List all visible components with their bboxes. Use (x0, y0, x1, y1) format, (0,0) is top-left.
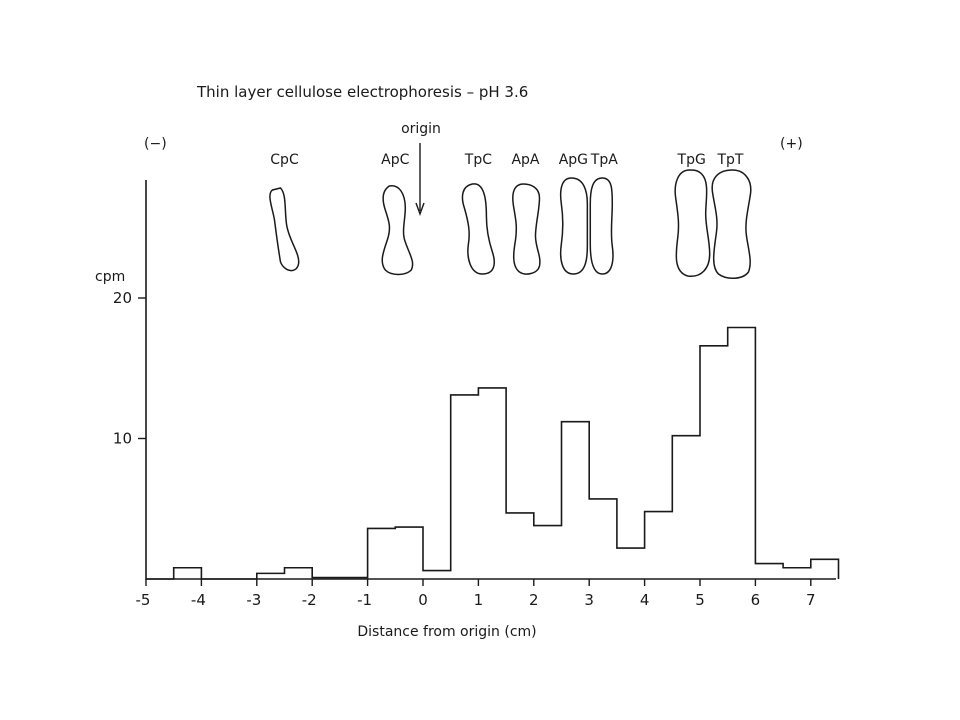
spot-tpa (589, 177, 614, 275)
x-tick-label: 3 (584, 591, 594, 609)
histogram-bin (755, 564, 783, 579)
x-tick-label: 4 (640, 591, 650, 609)
histogram-outline (146, 326, 840, 580)
spot-label-apa: ApA (511, 152, 539, 168)
x-tick-label: -2 (302, 591, 317, 609)
spot-label-cpc: CpC (270, 152, 299, 168)
histogram-bin (562, 422, 590, 579)
x-axis-label: Distance from origin (cm) (357, 624, 536, 640)
x-tick-label: 5 (695, 591, 705, 609)
spot-tpc (461, 183, 495, 275)
spot-label-apg: ApG (559, 152, 588, 168)
spot-label-tpc: TpC (464, 152, 492, 168)
histogram-bin (257, 573, 285, 579)
origin-arrow-head (415, 202, 425, 217)
y-tick-label: 10 (113, 430, 132, 448)
histogram-bin (589, 499, 617, 579)
histogram-bin (340, 578, 368, 579)
histogram-bin (368, 528, 396, 579)
x-tick-label: 0 (418, 591, 428, 609)
negative-pole-label: (−) (144, 136, 167, 152)
histogram-bin (617, 548, 645, 579)
x-ticks: -5 -4 -3 -2 -1 0 1 2 3 4 5 6 7 (136, 579, 816, 609)
histogram-bin (174, 568, 202, 579)
tlc-spots: CpC ApC TpC ApA ApG TpA TpG TpT (269, 152, 752, 279)
histogram-bin (395, 527, 423, 579)
y-axis-label: cpm (95, 269, 125, 285)
histogram-bin (285, 568, 313, 579)
positive-pole-label: (+) (780, 136, 803, 152)
histogram-bin (672, 436, 700, 579)
chart-title: Thin layer cellulose electrophoresis – p… (196, 83, 528, 101)
spot-apa (512, 183, 541, 275)
x-tick-label: 7 (806, 591, 816, 609)
x-tick-label: 6 (751, 591, 761, 609)
histogram-bin (783, 568, 811, 579)
spot-label-apc: ApC (381, 152, 409, 168)
spot-cpc (269, 187, 300, 272)
x-tick-label: -1 (357, 591, 372, 609)
spot-tpt (711, 169, 752, 279)
x-tick-label: 1 (474, 591, 484, 609)
spot-label-tpt: TpT (716, 152, 743, 168)
y-tick-label: 20 (113, 289, 132, 307)
histogram-bin (506, 513, 534, 579)
histogram-bin (645, 512, 673, 579)
histogram-bin (312, 578, 340, 579)
x-tick-label: 2 (529, 591, 539, 609)
histogram-bin (728, 328, 756, 579)
spot-label-tpa: TpA (590, 152, 618, 168)
x-tick-label: -4 (191, 591, 206, 609)
histogram-bin (423, 571, 451, 579)
spot-tpg (674, 169, 711, 277)
x-tick-label: -3 (246, 591, 261, 609)
histogram-bins (174, 328, 839, 579)
histogram-bin (700, 346, 728, 579)
histogram-bin (534, 526, 562, 579)
histogram-bin (478, 388, 506, 579)
histogram-bin (811, 559, 839, 579)
spot-apc (381, 185, 414, 276)
x-tick-label: -5 (136, 591, 151, 609)
histogram-bin (451, 395, 479, 579)
spot-apg (559, 177, 589, 275)
origin-label: origin (401, 121, 441, 137)
spot-label-tpg: TpG (677, 152, 706, 168)
